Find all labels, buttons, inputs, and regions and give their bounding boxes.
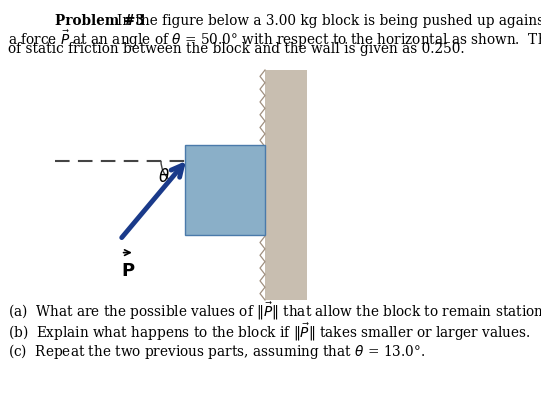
Text: Problem #3: Problem #3 — [55, 14, 145, 28]
Text: (c)  Repeat the two previous parts, assuming that $\theta$ = 13.0°.: (c) Repeat the two previous parts, assum… — [8, 342, 425, 361]
Text: (a)  What are the possible values of $\|\vec{P}\|$ that allow the block to remai: (a) What are the possible values of $\|\… — [8, 300, 541, 322]
Text: $\theta$: $\theta$ — [158, 168, 170, 186]
Text: of static friction between the block and the wall is given as 0.250.: of static friction between the block and… — [8, 42, 465, 56]
Bar — [265, 70, 307, 300]
Text: In the figure below a 3.00 kg block is being pushed up against a wall by: In the figure below a 3.00 kg block is b… — [117, 14, 541, 28]
Bar — [185, 145, 265, 235]
Text: $\mathbf{P}$: $\mathbf{P}$ — [121, 261, 135, 280]
Text: a force $\vec{P}$ at an angle of $\theta$ = 50.0° with respect to the horizontal: a force $\vec{P}$ at an angle of $\theta… — [8, 28, 541, 50]
Text: (b)  Explain what happens to the block if $\|\vec{P}\|$ takes smaller or larger : (b) Explain what happens to the block if… — [8, 321, 531, 342]
